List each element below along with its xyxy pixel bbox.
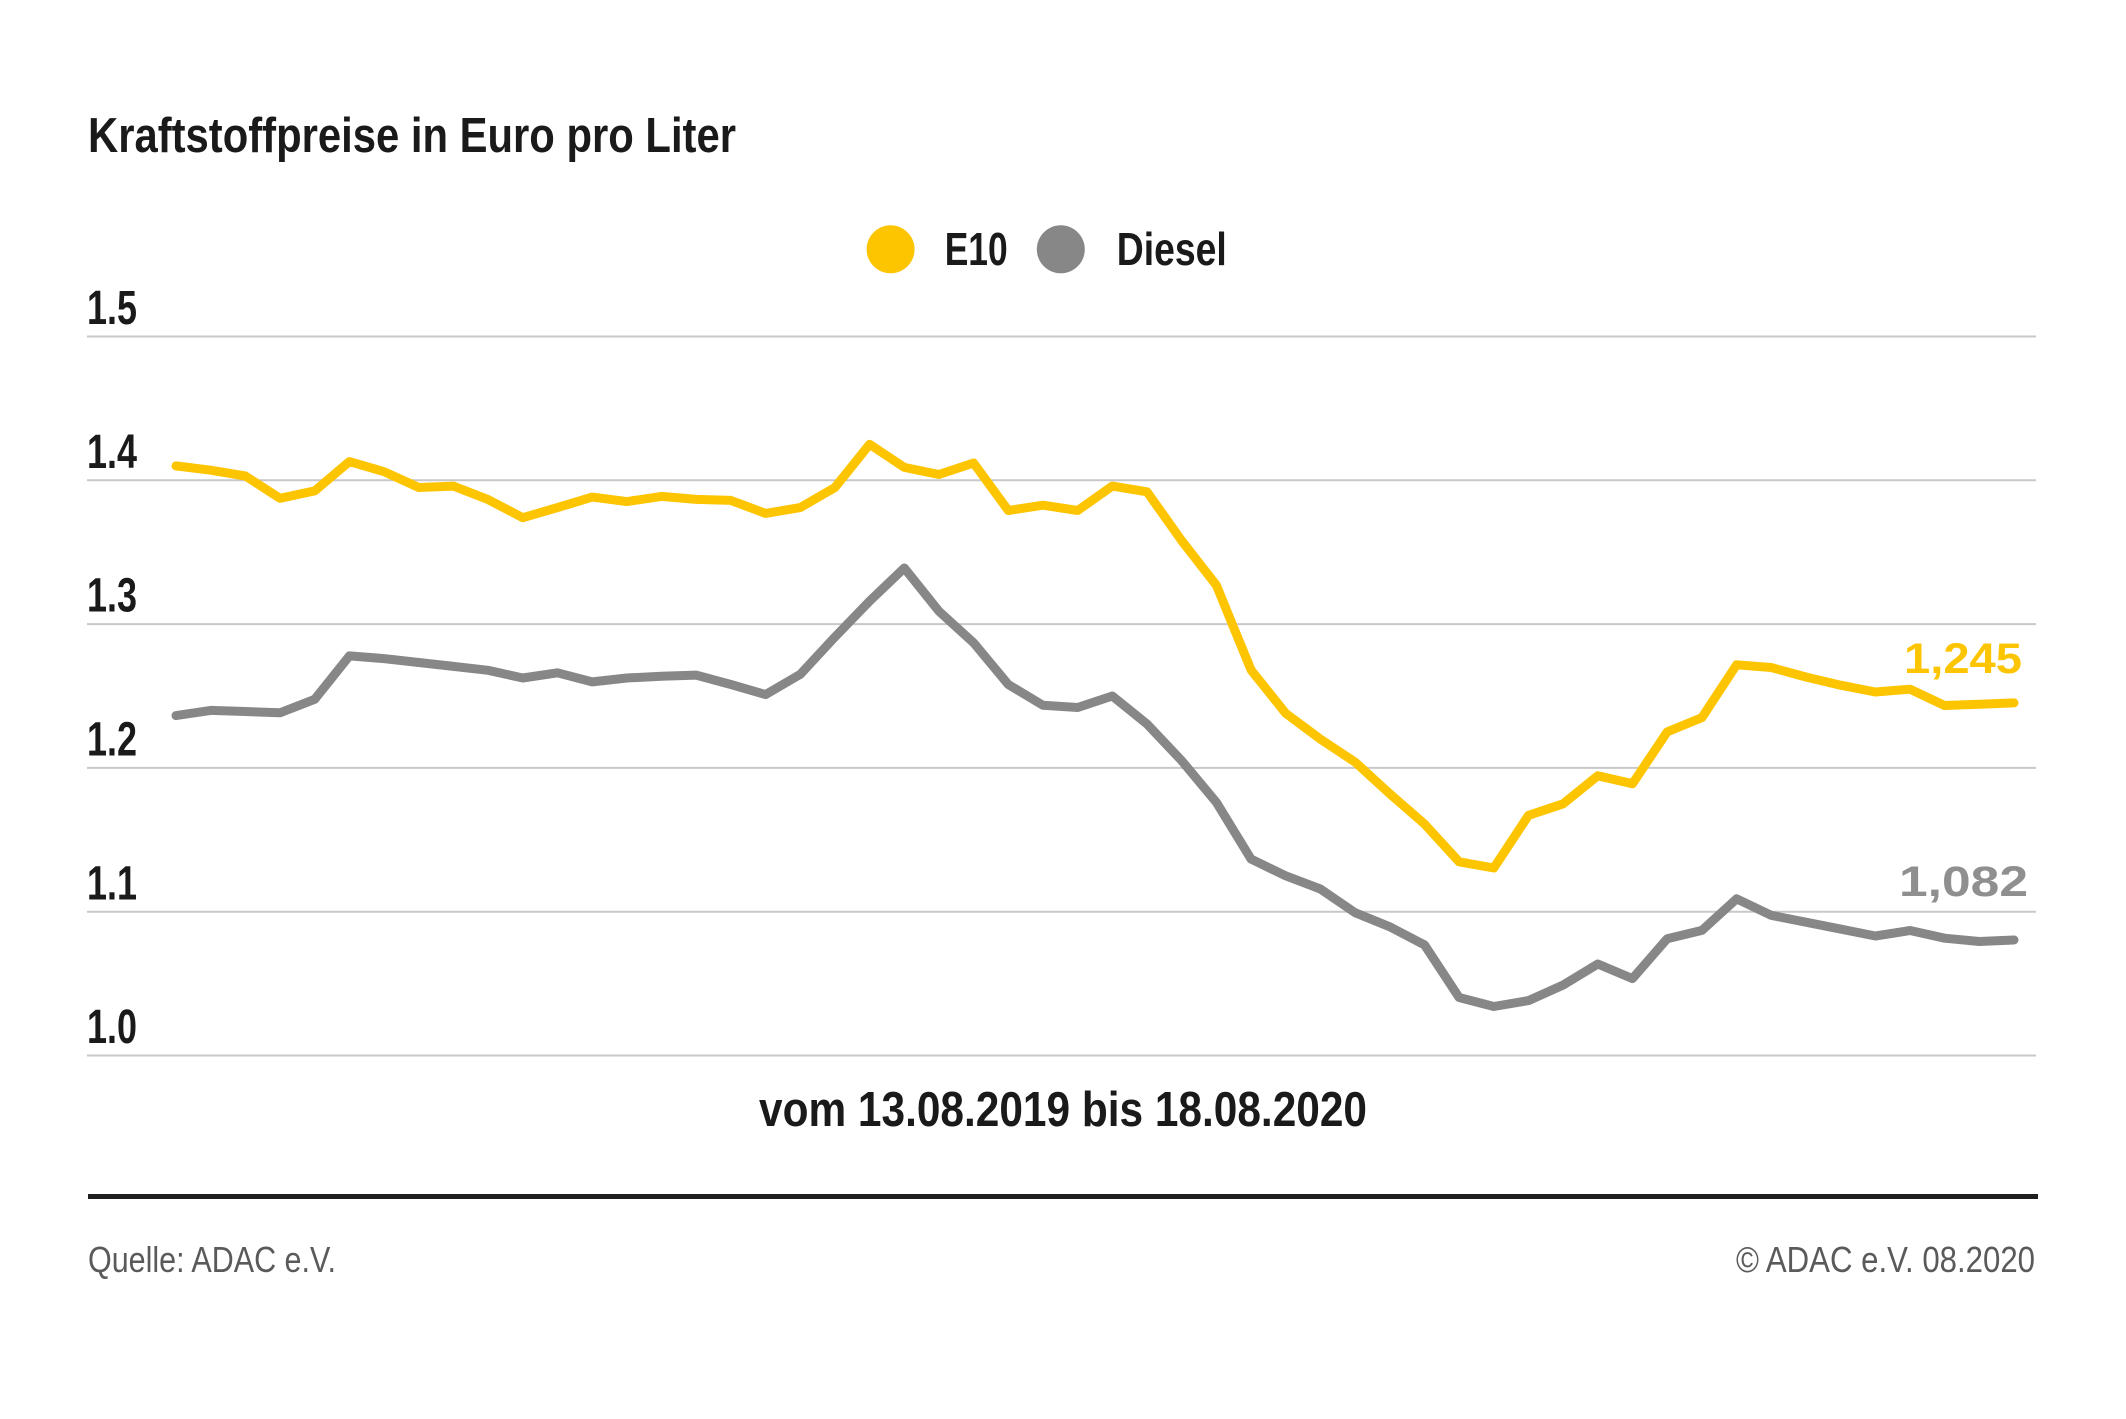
svg-text:1.0: 1.0	[87, 1001, 137, 1054]
svg-text:1.5: 1.5	[87, 282, 137, 335]
svg-text:1,082: 1,082	[1899, 858, 2028, 906]
svg-text:1.4: 1.4	[87, 426, 137, 479]
svg-text:Quelle: ADAC e.V.: Quelle: ADAC e.V.	[88, 1239, 336, 1280]
svg-text:Kraftstoffpreise in Euro pro L: Kraftstoffpreise in Euro pro Liter	[88, 109, 736, 163]
svg-text:© ADAC e.V. 08.2020: © ADAC e.V. 08.2020	[1736, 1239, 2035, 1280]
svg-text:Diesel: Diesel	[1117, 223, 1227, 275]
svg-text:1.1: 1.1	[87, 857, 137, 910]
svg-text:E10: E10	[945, 223, 1008, 275]
svg-text:1.2: 1.2	[87, 714, 137, 767]
svg-text:1,245: 1,245	[1904, 635, 2022, 683]
svg-text:1.3: 1.3	[87, 570, 137, 623]
svg-text:vom 13.08.2019 bis 18.08.2020: vom 13.08.2019 bis 18.08.2020	[759, 1083, 1367, 1137]
